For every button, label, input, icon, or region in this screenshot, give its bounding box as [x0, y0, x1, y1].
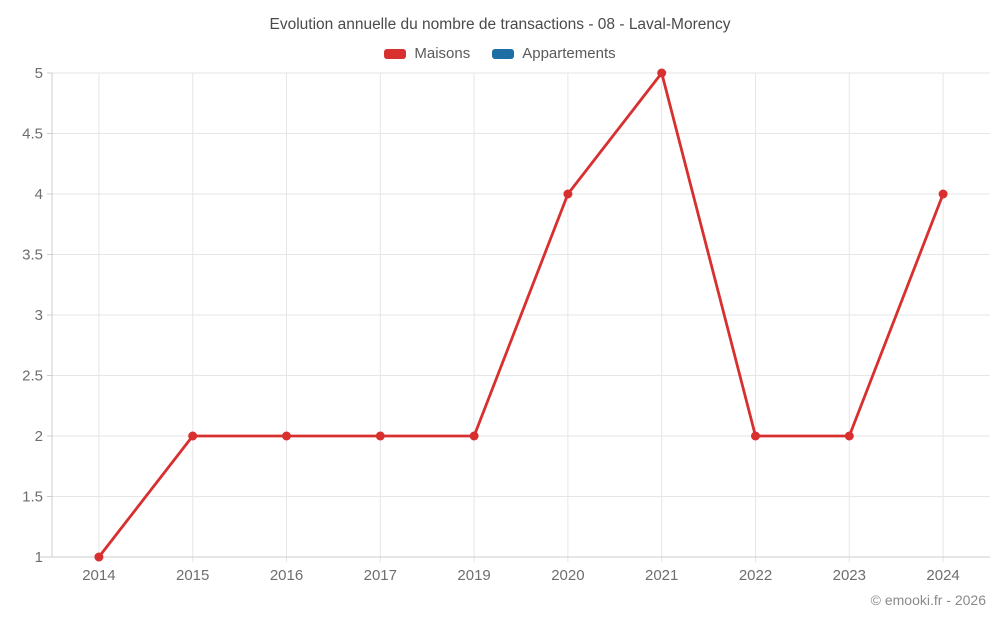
x-tick-label: 2017	[364, 567, 397, 584]
x-tick-label: 2015	[176, 567, 209, 584]
legend-label-appartements: Appartements	[522, 45, 616, 62]
y-tick-label: 1	[35, 549, 43, 566]
x-tick-label: 2022	[739, 567, 772, 584]
x-tick-label: 2016	[270, 567, 303, 584]
legend: Maisons Appartements	[0, 45, 1000, 62]
maisons-point-2023[interactable]	[844, 431, 854, 441]
y-tick-label: 4	[35, 186, 43, 203]
maisons-point-2014[interactable]	[94, 552, 104, 562]
y-tick-label: 2	[35, 428, 43, 445]
y-tick-label: 5	[35, 65, 43, 82]
legend-item-appartements[interactable]: Appartements	[492, 45, 616, 62]
legend-swatch-maisons	[384, 48, 407, 59]
y-tick-label: 4.5	[22, 126, 43, 143]
copyright: © emooki.fr - 2026	[870, 592, 986, 608]
maisons-point-2021[interactable]	[657, 68, 667, 78]
x-tick-label: 2021	[645, 567, 678, 584]
maisons-point-2022[interactable]	[751, 431, 760, 441]
maisons-point-2020[interactable]	[563, 189, 573, 199]
legend-item-maisons[interactable]: Maisons	[384, 45, 470, 62]
maisons-point-2016[interactable]	[282, 431, 291, 441]
x-tick-label: 2024	[926, 567, 959, 584]
x-tick-label: 2023	[833, 567, 866, 584]
y-tick-label: 1.5	[22, 489, 43, 506]
chart-title: Evolution annuelle du nombre de transact…	[269, 16, 731, 33]
legend-label-maisons: Maisons	[414, 45, 471, 62]
x-tick-label: 2019	[457, 567, 490, 584]
y-tick-label: 3.5	[22, 247, 43, 264]
legend-swatch-appartements	[492, 48, 515, 59]
maisons-point-2024[interactable]	[938, 189, 948, 199]
maisons-point-2017[interactable]	[375, 431, 385, 441]
x-tick-label: 2014	[82, 567, 115, 584]
maisons-point-2015[interactable]	[188, 431, 198, 441]
y-tick-label: 3	[35, 307, 43, 324]
maisons-point-2019[interactable]	[469, 431, 479, 441]
maisons-line	[97, 71, 945, 559]
y-tick-label: 2.5	[22, 368, 43, 385]
x-tick-label: 2020	[551, 567, 584, 584]
